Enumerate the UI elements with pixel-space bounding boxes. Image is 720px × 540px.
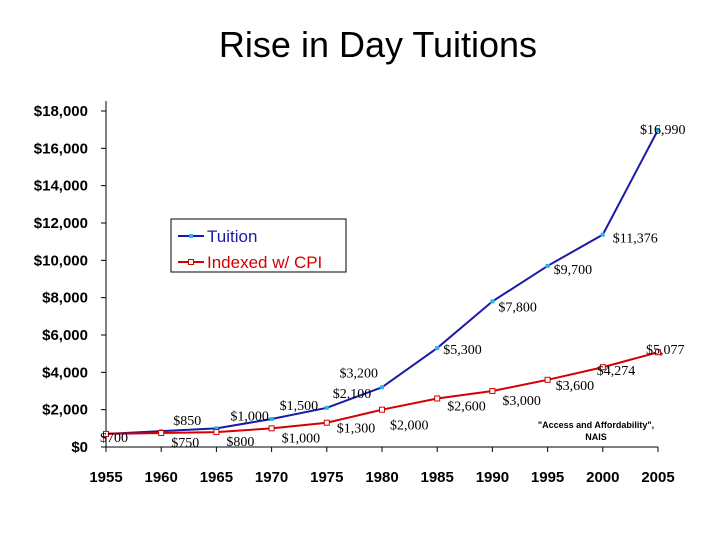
- y-tick-label: $0: [71, 439, 88, 456]
- x-tick-label: 1980: [365, 469, 398, 486]
- cpi-label: $1,000: [282, 431, 321, 446]
- tuition-point: [545, 263, 550, 268]
- y-tick-label: $10,000: [34, 252, 88, 269]
- cpi-label: $3,600: [556, 379, 595, 394]
- source-annotation: "Access and Affordability", NAIS: [538, 420, 654, 442]
- y-tick-label: $4,000: [42, 364, 88, 381]
- x-axis-ticks: 1955 1960 1965 1970 1975 1980 1985 1990 1995 2000…: [89, 447, 675, 486]
- tuition-label: $3,200: [340, 366, 379, 381]
- x-tick-label: 1990: [476, 469, 509, 486]
- x-tick-label: 1970: [255, 469, 288, 486]
- chart-title: Rise in Day Tuitions: [218, 24, 538, 65]
- tuition-label: $1,500: [280, 399, 319, 414]
- cpi-label: $750: [171, 436, 199, 451]
- legend-label: Tuition: [207, 227, 257, 246]
- y-tick-label: $8,000: [42, 290, 88, 307]
- cpi-label: $800: [226, 435, 254, 450]
- tuition-point: [490, 299, 495, 304]
- tuition-point: [324, 405, 329, 410]
- y-tick-label: $2,000: [42, 402, 88, 419]
- annotation-line: NAIS: [585, 432, 607, 442]
- x-tick-label: 1965: [200, 469, 233, 486]
- cpi-label: $3,000: [502, 394, 541, 409]
- tuition-label: $1,000: [230, 409, 269, 424]
- tuition-label: $11,376: [613, 232, 658, 247]
- cpi-point: [655, 349, 661, 356]
- y-tick-label: $6,000: [42, 327, 88, 344]
- x-tick-label: 1975: [310, 469, 343, 486]
- cpi-label: $2,600: [447, 399, 486, 414]
- series-layer: [103, 127, 661, 437]
- tuition-label: $850: [173, 414, 201, 429]
- cpi-point: [379, 406, 385, 413]
- tuition-label: $5,300: [443, 343, 482, 358]
- legend-label: Indexed w/ CPI: [207, 253, 322, 272]
- annotation-line: "Access and Affordability",: [538, 420, 654, 430]
- tuition-label: $9,700: [554, 263, 593, 278]
- cpi-point: [489, 388, 496, 394]
- tuition-point: [600, 232, 605, 237]
- legend: Tuition Indexed w/ CPI: [170, 218, 347, 273]
- cpi-point: [158, 430, 165, 436]
- tuition-point: [656, 127, 660, 132]
- y-tick-label: $16,000: [34, 140, 88, 157]
- cpi-label: $5,077: [646, 343, 685, 358]
- tuition-point: [380, 385, 384, 390]
- y-tick-label: $18,000: [34, 103, 88, 120]
- tuition-label: $16,990: [640, 123, 686, 138]
- tuition-point: [269, 417, 274, 421]
- legend-swatch-marker: [188, 259, 194, 265]
- x-tick-label: 2000: [586, 469, 619, 486]
- cpi-label: $2,000: [390, 419, 429, 434]
- cpi-point: [323, 419, 330, 426]
- cpi-point: [213, 429, 220, 436]
- cpi-point: [544, 376, 551, 383]
- x-tick-label: 1985: [421, 469, 454, 486]
- legend-swatch-marker: [189, 234, 193, 238]
- tuition-label: $7,800: [498, 300, 537, 315]
- y-axis-ticks: $0 $2,000 $4,000 $6,000 $8,000 $10,000 $12,000…: [34, 103, 106, 456]
- cpi-point: [599, 364, 606, 371]
- x-tick-label: 2005: [641, 469, 674, 486]
- x-tick-label: 1960: [145, 469, 178, 486]
- legend-box: [170, 218, 347, 273]
- cpi-label: $1,300: [337, 422, 376, 437]
- tuition-label: $2,100: [333, 387, 372, 402]
- tuition-label: $700: [100, 431, 128, 446]
- data-labels-layer: $700 $850 $1,000 $1,500 $2,100 $3,200 $5,300 $7…: [100, 123, 686, 451]
- y-tick-label: $14,000: [34, 178, 88, 195]
- cpi-point: [268, 425, 275, 432]
- tuition-point: [214, 426, 219, 431]
- cpi-point: [434, 395, 441, 402]
- tuition-point: [435, 346, 440, 351]
- x-tick-label: 1995: [531, 469, 564, 486]
- y-tick-label: $12,000: [34, 215, 88, 232]
- cpi-label: $4,274: [597, 364, 636, 379]
- x-tick-label: 1955: [89, 469, 122, 486]
- cpi-point: [103, 430, 109, 437]
